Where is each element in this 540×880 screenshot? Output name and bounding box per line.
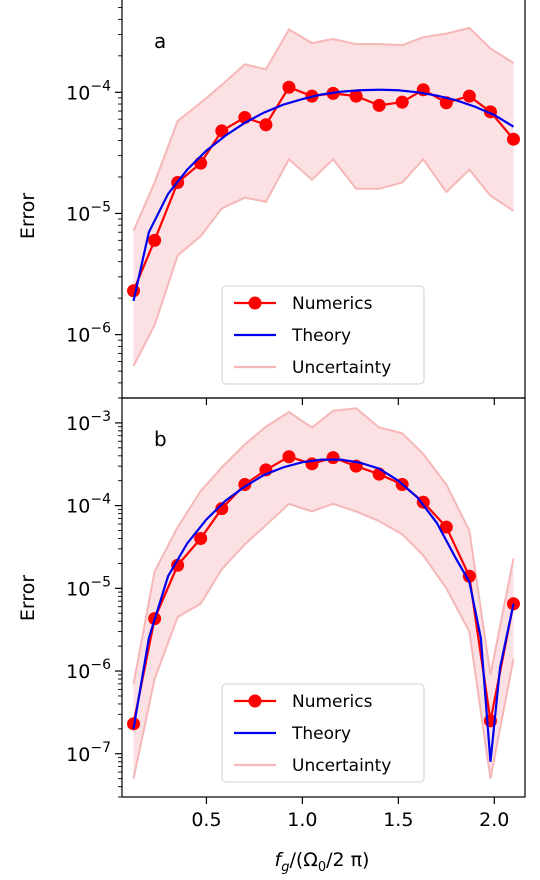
numerics-point bbox=[462, 569, 476, 583]
uncertainty-band-a bbox=[132, 26, 515, 367]
uncertainty-fill bbox=[133, 27, 514, 367]
numerics-point bbox=[326, 451, 340, 465]
numerics-point bbox=[395, 95, 409, 109]
x-tick-label: 1.5 bbox=[383, 809, 413, 831]
y-tick-label: 10−5 bbox=[66, 574, 111, 600]
numerics-point bbox=[282, 450, 296, 464]
x-axis-label: fg/(Ω0/2 π) bbox=[275, 849, 370, 875]
numerics-point bbox=[215, 502, 229, 516]
panel-a: 10−4 10−5 10−6 Numerics Theory Uncertainty a Er… bbox=[17, 0, 526, 405]
panel-label-a: a bbox=[154, 29, 166, 53]
y-tick-label: 10−6 bbox=[66, 657, 111, 683]
legend-entry-label: Uncertainty bbox=[292, 358, 391, 378]
y-axis-ticks-b: 10−3 10−4 10−5 10−6 10−7 bbox=[66, 397, 122, 798]
theory-curve bbox=[132, 88, 515, 302]
panel-b: 10−3 10−4 10−5 10−6 10−7 0.5 1.0 1.5 2.0 Numerics… bbox=[17, 397, 526, 831]
uncertainty-upper-line bbox=[132, 407, 515, 685]
legend-box bbox=[221, 683, 425, 783]
numerics-point bbox=[148, 233, 162, 247]
legend-box bbox=[221, 285, 425, 385]
x-tick-label: 2.0 bbox=[479, 809, 509, 831]
uncertainty-lower-line bbox=[132, 157, 515, 367]
y-tick-label: 10−6 bbox=[66, 321, 111, 347]
numerics-point bbox=[194, 532, 208, 546]
numerics-point bbox=[506, 132, 520, 146]
y-axis-ticks-a: 10−4 10−5 10−6 bbox=[66, 7, 122, 399]
numerics-point bbox=[416, 495, 430, 509]
x-tick-label: 0.5 bbox=[191, 809, 221, 831]
x-tick-label: 1.0 bbox=[287, 809, 317, 831]
numerics-point bbox=[372, 98, 386, 112]
numerics-point bbox=[127, 284, 141, 298]
y-tick-label: 10−4 bbox=[66, 78, 111, 104]
uncertainty-upper-line bbox=[132, 26, 515, 232]
numerics-point bbox=[215, 124, 229, 138]
theory-line-a bbox=[132, 88, 515, 302]
axes-frame-b bbox=[121, 397, 526, 798]
numerics-point bbox=[282, 80, 296, 94]
y-tick-label: 10−5 bbox=[66, 199, 111, 225]
numerics-point bbox=[194, 156, 208, 170]
numerics-point bbox=[349, 89, 363, 103]
legend-a: Numerics Theory Uncertainty bbox=[221, 285, 425, 385]
numerics-point bbox=[439, 520, 453, 534]
legend-numerics-marker bbox=[248, 694, 262, 708]
legend-numerics-marker bbox=[248, 296, 262, 310]
legend-entry-label: Numerics bbox=[292, 294, 373, 314]
numerics-point bbox=[462, 89, 476, 103]
y-axis-label-b: Error bbox=[17, 575, 39, 622]
panel-label-b: b bbox=[154, 427, 167, 451]
theory-curve bbox=[132, 458, 515, 762]
x-axis-ticks-a bbox=[205, 398, 495, 405]
theory-line-b bbox=[132, 458, 515, 762]
legend-entry-label: Theory bbox=[291, 326, 351, 346]
numerics-point bbox=[171, 558, 185, 572]
uncertainty-lower-line bbox=[132, 502, 515, 779]
legend-entry-label: Theory bbox=[291, 724, 351, 744]
numerics-series-b bbox=[127, 450, 520, 731]
legend-entry-label: Uncertainty bbox=[292, 756, 391, 776]
y-tick-label: 10−4 bbox=[66, 492, 111, 518]
x-axis-ticks-b: 0.5 1.0 1.5 2.0 bbox=[191, 797, 509, 831]
numerics-point bbox=[259, 118, 273, 132]
y-axis-label-a: Error bbox=[17, 193, 39, 240]
y-tick-label: 10−7 bbox=[66, 740, 111, 766]
legend-b: Numerics Theory Uncertainty bbox=[221, 683, 425, 783]
legend-entry-label: Numerics bbox=[292, 692, 373, 712]
y-tick-label: 10−3 bbox=[66, 409, 111, 435]
